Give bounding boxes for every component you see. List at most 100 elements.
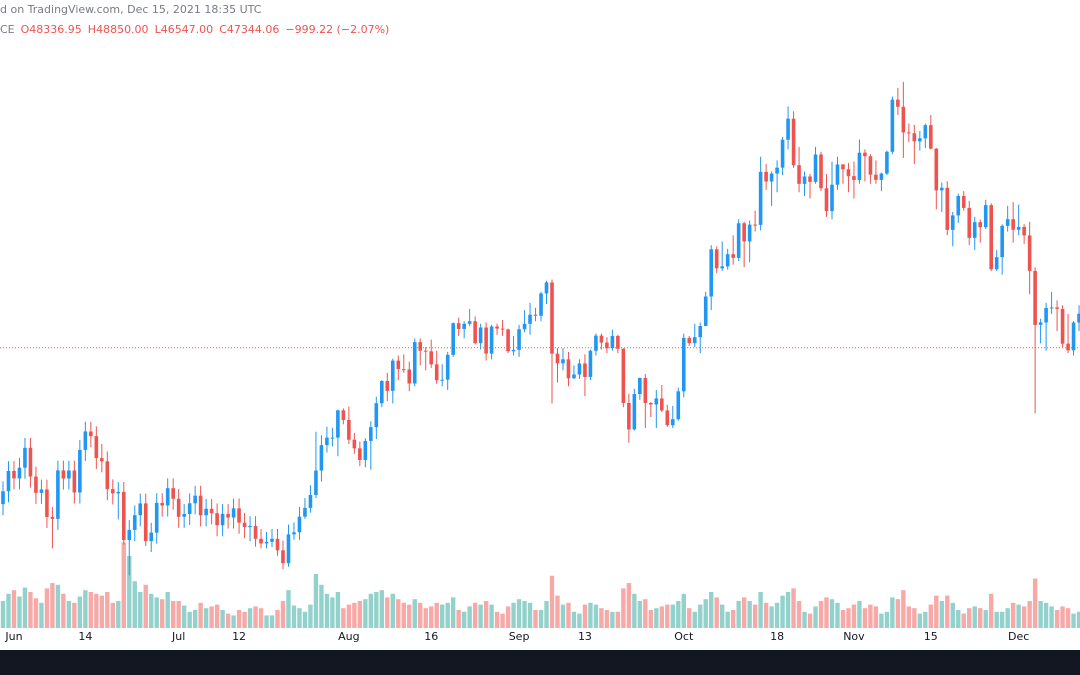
volume-bar [39,602,44,628]
candle-body [319,445,324,471]
candle-body [94,436,99,459]
x-tick-label: Jul [171,630,185,643]
volume-bar [1054,610,1060,628]
volume-bar [61,593,66,628]
volume-bar [472,602,478,628]
attribution: d on TradingView.com, Dec 15, 2021 18:35… [0,3,262,16]
volume-bar [401,602,406,628]
candle-body [259,538,263,544]
candle-body [390,360,395,391]
volume-bar [824,597,829,628]
volume-bar [967,608,972,628]
volume-bar [105,592,110,628]
volume-bar [1065,608,1071,628]
volume-bar [802,611,807,628]
candle-body [500,328,505,330]
volume-bar [796,601,802,628]
candle-body [670,419,675,426]
candle-body [912,133,917,142]
volume-bar [66,601,72,628]
volume-bar [297,608,302,628]
volume-bar [890,597,895,628]
candle-body [802,176,807,184]
volume-bar [719,604,725,628]
candle-body [12,470,16,479]
volume-bar [560,604,566,628]
volume-bar [577,613,582,628]
volume-bar [181,605,187,628]
volume-bar [258,608,264,628]
x-tick-label: Oct [674,630,694,643]
x-tick-label: 16 [424,630,438,643]
candle-body [154,502,159,533]
candle-body [401,369,406,371]
volume-bar [709,592,714,628]
volume-bar [429,606,434,628]
volume-bar [917,613,923,628]
x-tick-label: Nov [843,630,865,643]
volume-bar [934,595,939,628]
candle-body [720,266,724,269]
candle-body [281,550,285,564]
candle-body [758,171,763,225]
candle-body [176,498,181,517]
volume-bar [714,597,719,628]
candle-body [1,491,5,505]
candle-body [769,173,774,182]
volume-bar [555,595,560,628]
candle-body [830,184,834,212]
volume-bar [544,601,549,628]
volume-bar [763,602,769,628]
volume-bar [160,599,165,628]
candle-body [198,495,203,516]
candle-body [347,419,351,440]
candle-body [511,349,516,352]
volume-bar [17,596,22,628]
candle-body [681,337,686,392]
candle-body [852,176,856,181]
volume-bar [835,602,840,628]
volume-bar [170,601,176,628]
volume-bar [1049,606,1054,628]
candle-body [885,151,889,174]
candle-body [220,513,225,526]
volume-bar [505,606,511,628]
volume-bar [681,593,686,628]
volume-bar [1016,604,1021,628]
volume-bar [231,615,236,628]
volume-bar [440,604,445,628]
volume-bar [330,597,335,628]
volume-bar [280,601,286,628]
volume-bar [912,608,917,628]
ohlc-value: −999.22 (−2.07%) [285,23,389,36]
candle-body [495,326,499,329]
volume-bar [407,604,412,628]
candle-body [297,516,302,533]
volume-bar [725,611,730,628]
volume-bar [621,588,626,628]
candle-body [39,489,44,493]
candle-body [797,165,801,184]
volume-bar [785,592,791,628]
volume-bar [165,592,170,628]
candle-body [714,249,719,269]
candle-body [868,156,873,175]
candle-body [385,381,390,391]
candle-body [972,222,977,238]
candle-body [747,224,752,242]
volume-bar [972,606,977,628]
candle-body [566,359,571,379]
candle-body [533,314,538,316]
volume-bar [818,601,824,628]
volume-bar [950,602,955,628]
candle-body [23,447,27,468]
volume-bar [225,613,231,628]
candle-body [138,503,143,516]
volume-bar [862,608,868,628]
x-tick-label: 15 [924,630,938,643]
volume-bar [610,611,615,628]
volume-bar [154,597,159,628]
ohlc-legend: CE O48336.95 H48850.00 L46547.00 C47344.06 −9… [0,23,389,36]
candle-body [193,495,197,504]
candle-body [654,398,659,405]
